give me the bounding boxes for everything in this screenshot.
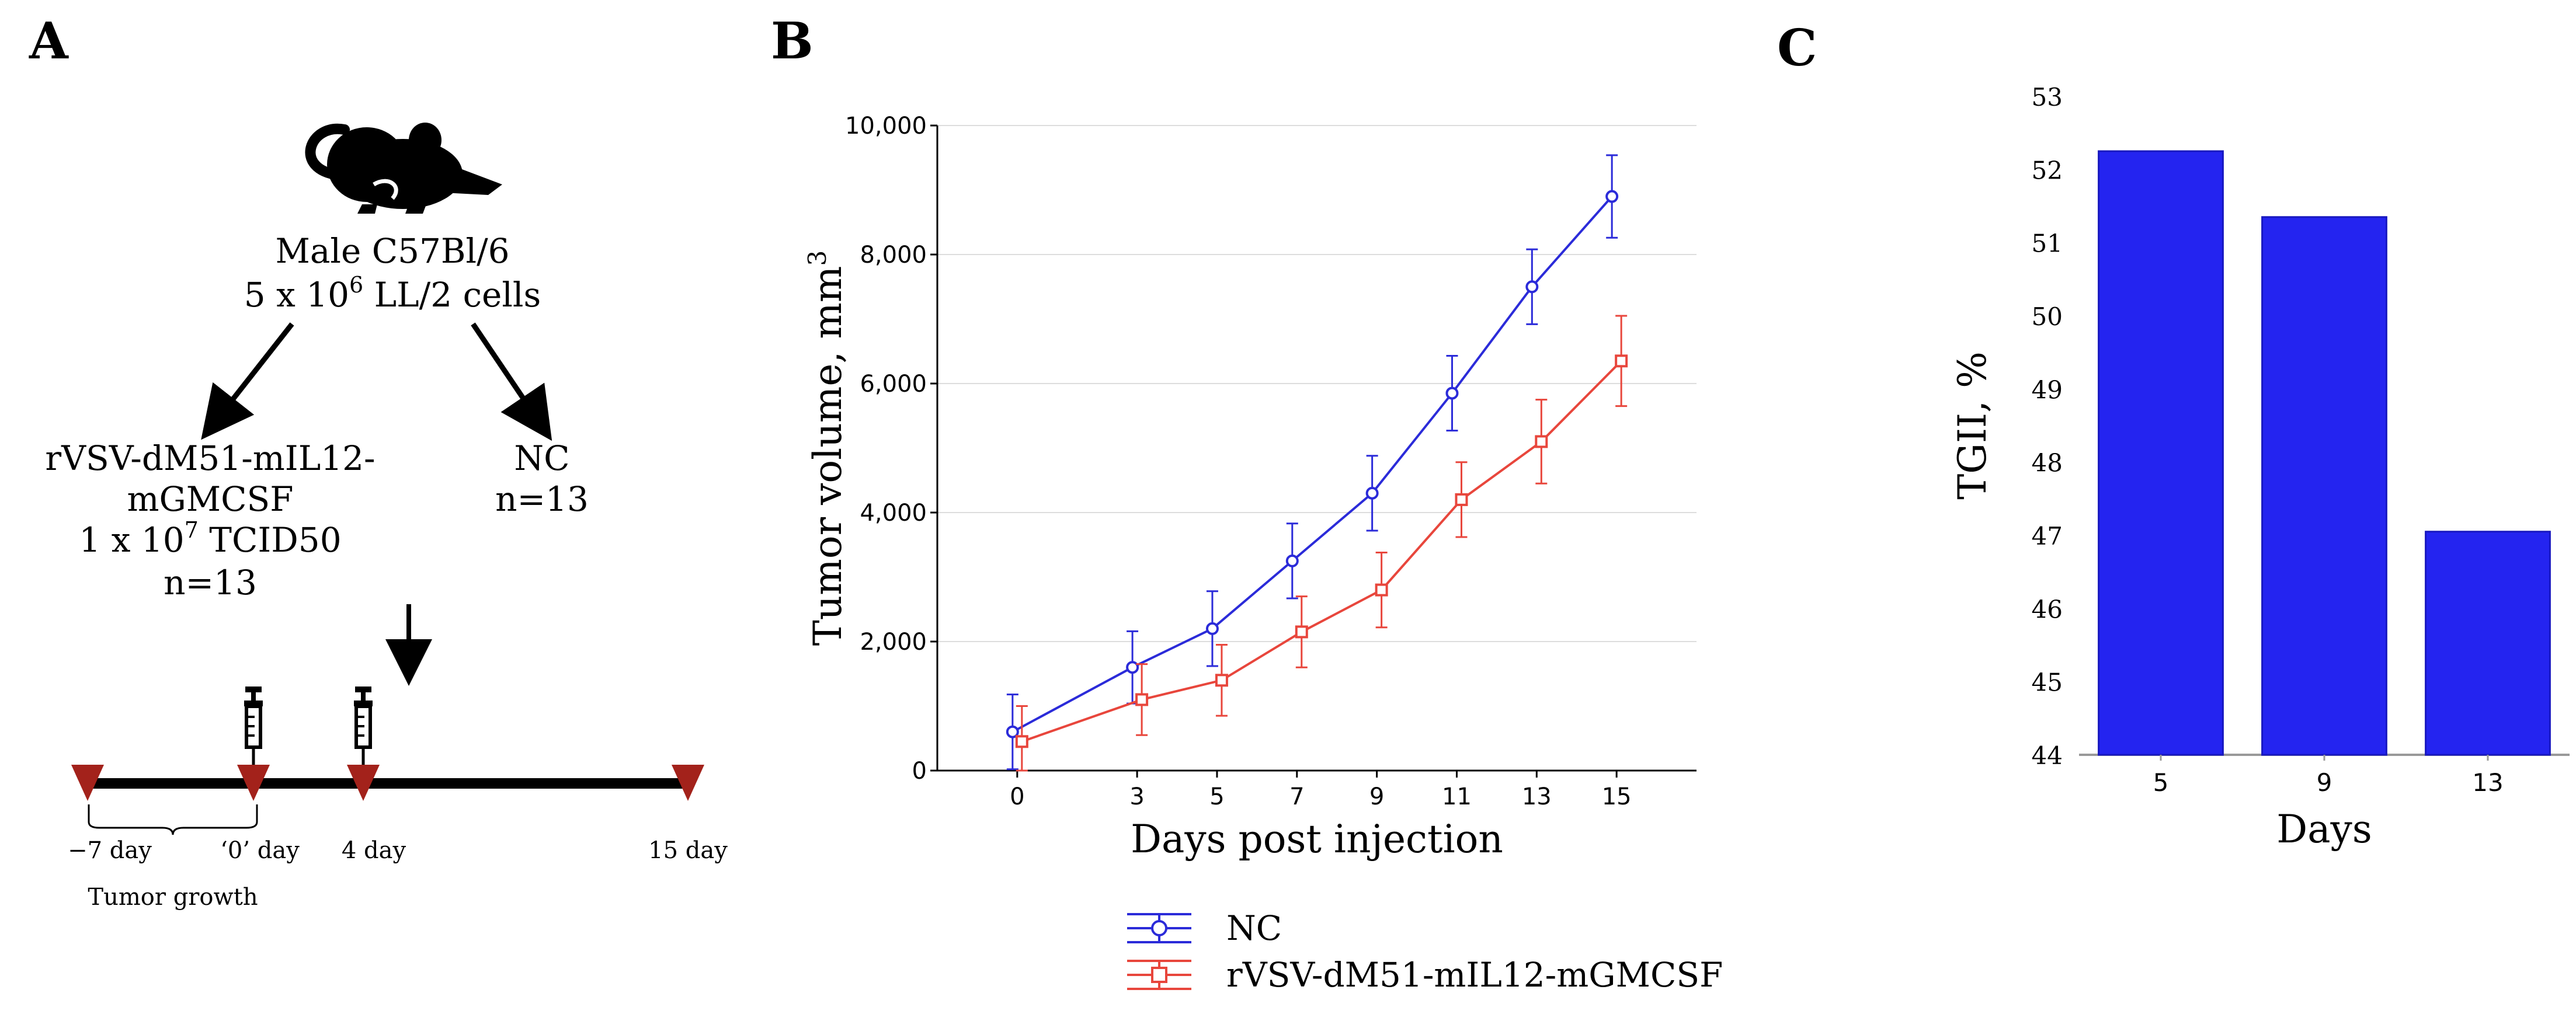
y-tick-label: 46 bbox=[2032, 595, 2063, 623]
tumor-growth-label: Tumor growth bbox=[88, 884, 258, 911]
growth-bracket bbox=[88, 804, 258, 835]
y-tick-label: 4,000 bbox=[860, 500, 927, 527]
series-line bbox=[1011, 196, 1613, 733]
panel-b: B 0 2,000 4,000 6,000 8,000 10,000 0 3 5 7 9 11 13 15… bbox=[771, 12, 1723, 995]
panel-c-letter: C bbox=[1777, 19, 1817, 78]
y-tick-label: 0 bbox=[912, 758, 927, 785]
panel-a-letter: A bbox=[29, 12, 69, 71]
panel-c: C 44 45 46 47 48 49 50 51 52 53 5 9 13 Days TGII, % bbox=[1777, 19, 2570, 852]
data-point bbox=[1135, 693, 1149, 706]
data-point bbox=[1375, 583, 1388, 597]
series-treated bbox=[1015, 315, 1628, 772]
series-nc bbox=[1006, 154, 1619, 771]
x-tick-label: 3 bbox=[1129, 783, 1144, 810]
legend-item: NC bbox=[1127, 908, 1282, 948]
legend-label: rVSV-dM51-mIL12-mGMCSF bbox=[1226, 955, 1723, 995]
y-tick-label: 50 bbox=[2032, 302, 2063, 331]
timeline-marker bbox=[347, 765, 380, 801]
x-tick-label: 13 bbox=[1522, 783, 1552, 810]
legend-label: NC bbox=[1226, 908, 1282, 948]
x-tick-label: 9 bbox=[2317, 768, 2332, 797]
timeline-label: −7 day bbox=[68, 837, 152, 864]
treated-dose-label: 1 x 107 TCID50 bbox=[79, 517, 341, 560]
arrow-to-control bbox=[471, 322, 552, 441]
y-tick-label: 45 bbox=[2032, 668, 2063, 697]
x-tick-label: 0 bbox=[1010, 783, 1024, 810]
data-point bbox=[1215, 674, 1228, 687]
panel-a: A Male C57Bl/6 5 x 106 LL/2 cells rVSV-d… bbox=[29, 12, 728, 911]
data-point bbox=[1365, 486, 1379, 500]
treated-group-line2: mGMCSF bbox=[127, 479, 293, 519]
data-point bbox=[1295, 625, 1308, 639]
y-tick-label: 44 bbox=[2032, 741, 2063, 770]
timeline-marker bbox=[672, 765, 704, 801]
y-tick-label: 2,000 bbox=[860, 629, 927, 656]
data-point bbox=[1445, 386, 1459, 400]
data-point bbox=[1525, 280, 1539, 294]
y-tick-label: 49 bbox=[2032, 375, 2063, 404]
x-tick-label: 5 bbox=[2153, 768, 2169, 797]
cell-dose-label: 5 x 106 LL/2 cells bbox=[244, 272, 541, 315]
control-n-label: n=13 bbox=[495, 479, 589, 519]
timeline-marker bbox=[71, 765, 104, 801]
y-tick-label: 51 bbox=[2032, 229, 2063, 258]
y-tick-label: 6,000 bbox=[860, 371, 927, 398]
data-point bbox=[1205, 622, 1219, 635]
x-axis-label: Days post injection bbox=[1131, 817, 1503, 862]
data-point bbox=[1015, 735, 1028, 748]
legend-marker bbox=[1151, 967, 1167, 983]
syringe-icon bbox=[354, 687, 373, 765]
x-tick-label: 15 bbox=[1602, 783, 1632, 810]
data-point bbox=[1006, 725, 1019, 738]
mouse-icon bbox=[305, 123, 502, 214]
x-tick-label: 11 bbox=[1442, 783, 1472, 810]
bar bbox=[2261, 216, 2387, 756]
tgii-bar-chart: 44 45 46 47 48 49 50 51 52 53 5 9 13 Days TGII, % bbox=[1950, 83, 2570, 852]
syringe-icon bbox=[244, 687, 263, 765]
legend-item: rVSV-dM51-mIL12-mGMCSF bbox=[1127, 955, 1723, 995]
data-point bbox=[1126, 661, 1139, 674]
data-point bbox=[1605, 190, 1619, 203]
legend-marker bbox=[1151, 920, 1167, 936]
data-point bbox=[1455, 493, 1468, 506]
y-tick-label: 53 bbox=[2032, 83, 2063, 111]
data-point bbox=[1615, 354, 1628, 368]
bar bbox=[2098, 150, 2224, 756]
x-tick-label: 7 bbox=[1289, 783, 1304, 810]
panel-b-letter: B bbox=[771, 12, 814, 71]
y-axis-label: TGII, % bbox=[1950, 351, 1995, 500]
bar bbox=[2425, 531, 2551, 756]
y-tick-label: 47 bbox=[2032, 522, 2063, 550]
timeline-label: 15 day bbox=[648, 837, 728, 864]
mouse-strain-label: Male C57Bl/6 bbox=[275, 231, 509, 271]
y-tick-label: 10,000 bbox=[845, 113, 927, 140]
x-tick-label: 9 bbox=[1369, 783, 1384, 810]
control-group-label: NC bbox=[514, 438, 569, 478]
treated-group-line1: rVSV-dM51-mIL12- bbox=[45, 438, 375, 478]
timeline-label: 4 day bbox=[342, 837, 406, 864]
y-axis-label: Tumor volume, mm3 bbox=[803, 250, 850, 646]
treated-n-label: n=13 bbox=[164, 563, 257, 602]
data-point bbox=[1535, 435, 1548, 448]
x-tick-label: 5 bbox=[1209, 783, 1224, 810]
x-tick-label: 13 bbox=[2472, 768, 2503, 797]
arrow-to-treated bbox=[201, 322, 294, 440]
timeline-label: ‘0’ day bbox=[220, 837, 300, 864]
legend: NC rVSV-dM51-mIL12-mGMCSF bbox=[1127, 908, 1723, 995]
timeline-marker bbox=[237, 765, 270, 801]
y-tick-label: 52 bbox=[2032, 156, 2063, 184]
y-tick-label: 8,000 bbox=[860, 242, 927, 269]
data-point bbox=[1285, 554, 1299, 567]
x-axis-label: Days bbox=[2276, 807, 2372, 852]
y-tick-label: 48 bbox=[2032, 449, 2063, 478]
tumor-volume-line-chart: 0 2,000 4,000 6,000 8,000 10,000 0 3 5 7 9 11 13 15 Da… bbox=[803, 113, 1723, 995]
series-line bbox=[1021, 360, 1622, 743]
